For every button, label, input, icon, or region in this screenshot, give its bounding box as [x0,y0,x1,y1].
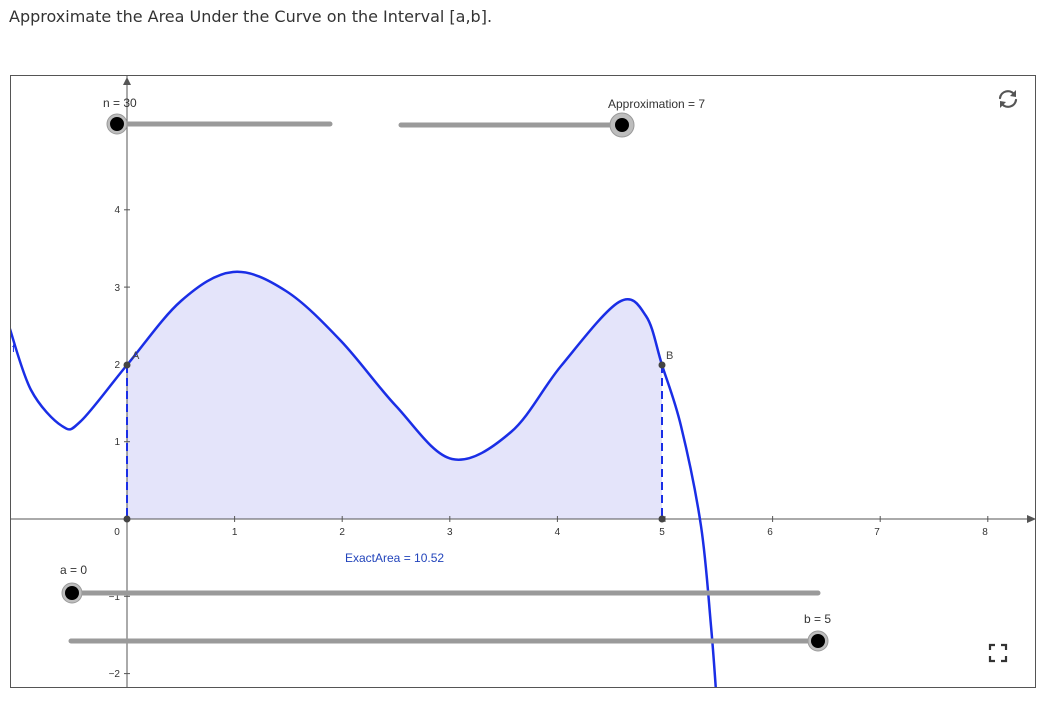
y-tick-3: 3 [114,283,120,294]
reset-icon[interactable] [998,90,1018,108]
x-tick-4: 4 [555,527,561,538]
x-tick-0: 0 [114,527,120,538]
point-a-label: A [132,350,140,362]
x-axis-ticks [234,516,989,522]
y-tick-2: 2 [114,360,120,371]
b-slider-handle[interactable] [811,634,825,648]
y-tick-1: 1 [114,437,120,448]
x-tick-8: 8 [982,527,988,538]
x-tick-3: 3 [447,527,453,538]
y-tick-4: 4 [114,205,120,216]
point-a-top[interactable] [123,361,131,369]
y-tick-neg2: −2 [109,669,121,680]
b-slider-label: b = 5 [804,612,831,626]
a-slider-label: a = 0 [60,563,87,577]
x-tick-7: 7 [874,527,880,538]
y-tick-neg1: −1 [109,592,121,603]
x-tick-1: 1 [232,527,238,538]
function-curve[interactable] [11,270,717,688]
approximation-slider-label: Approximation = 7 [608,97,705,111]
graph-canvas[interactable]: 0 1 2 3 4 5 6 7 8 4 3 2 1 −1 −2 [11,76,1036,688]
x-axis-arrow [1027,515,1035,523]
x-tick-5: 5 [659,527,665,538]
point-b-top[interactable] [658,361,666,369]
y-axis-tick-labels: 4 3 2 1 −1 −2 [109,205,121,680]
a-slider-handle[interactable] [65,586,79,600]
y-axis-arrow [123,77,131,85]
fullscreen-icon[interactable] [988,643,1008,663]
function-label: f [12,343,16,355]
x-tick-6: 6 [767,527,773,538]
n-slider-handle[interactable] [110,117,124,131]
n-slider-label: n = 30 [103,96,137,110]
approximation-slider-handle[interactable] [615,118,629,132]
geogebra-applet[interactable]: 0 1 2 3 4 5 6 7 8 4 3 2 1 −1 −2 [10,75,1036,688]
x-axis-tick-labels: 0 1 2 3 4 5 6 7 8 [114,527,988,538]
point-b-base[interactable] [658,515,666,523]
point-b-label: B [666,350,673,362]
area-under-curve [127,271,662,519]
exact-area-label: ExactArea = 10.52 [345,551,444,565]
x-tick-2: 2 [339,527,345,538]
page-title: Approximate the Area Under the Curve on … [9,7,493,26]
point-a-base[interactable] [123,515,131,523]
